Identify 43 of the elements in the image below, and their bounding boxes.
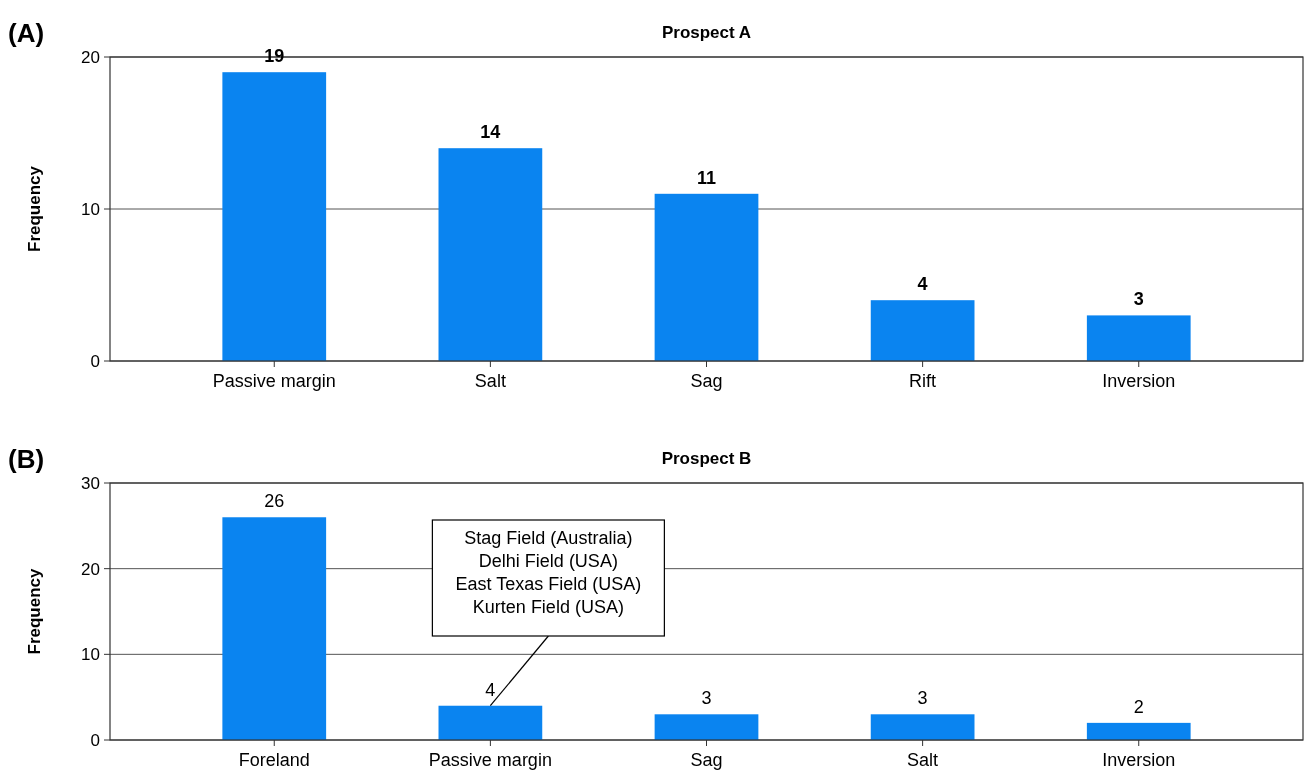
data-label: 4: [917, 274, 928, 295]
chart-title: Prospect A: [661, 23, 752, 42]
bar: [1086, 315, 1191, 361]
y-tick-label: 20: [81, 47, 100, 67]
bar: [438, 148, 543, 361]
data-label: 14: [480, 122, 501, 143]
x-tick-label: Passive margin: [212, 371, 336, 391]
bar: [438, 705, 543, 740]
data-label: 26: [264, 491, 285, 512]
chart-title: Prospect B: [661, 449, 752, 468]
bar: [222, 517, 327, 740]
bar: [1086, 722, 1191, 740]
data-label: 3: [917, 688, 928, 709]
bar: [870, 300, 975, 361]
y-tick-label: 30: [81, 473, 100, 493]
x-tick-label: Sag: [690, 750, 723, 770]
data-label: 3: [701, 688, 712, 709]
bar: [870, 714, 975, 740]
text: (A): [8, 18, 45, 48]
y-tick-label: 0: [90, 351, 100, 371]
x-tick-label: Salt: [907, 750, 939, 770]
x-tick-label: Inversion: [1102, 371, 1176, 391]
y-axis-title: Frequency: [25, 165, 44, 252]
annotation: Stag Field (Australia) Delhi Field (USA) East Texas Field (USA) Kurten Field (USA): [455, 528, 642, 617]
x-tick-label: Inversion: [1102, 750, 1176, 770]
y-tick-label: 10: [81, 645, 100, 665]
bar: [654, 714, 759, 740]
x-tick-label: Foreland: [238, 750, 310, 770]
x-tick-label: Sag: [690, 371, 723, 391]
y-tick-label: 10: [81, 199, 100, 219]
data-label: 11: [696, 167, 717, 188]
y-tick-label: 0: [90, 730, 100, 750]
bar: [222, 72, 327, 361]
x-tick-label: Passive margin: [428, 750, 552, 770]
text: (B): [8, 444, 45, 474]
data-label: 4: [485, 679, 496, 700]
data-label: 2: [1133, 696, 1144, 717]
x-tick-label: Salt: [474, 371, 506, 391]
y-tick-label: 20: [81, 559, 100, 579]
bar: [654, 193, 759, 361]
x-tick-label: Rift: [909, 371, 937, 391]
y-axis-title: Frequency: [25, 567, 44, 655]
data-label: 3: [1133, 289, 1144, 310]
